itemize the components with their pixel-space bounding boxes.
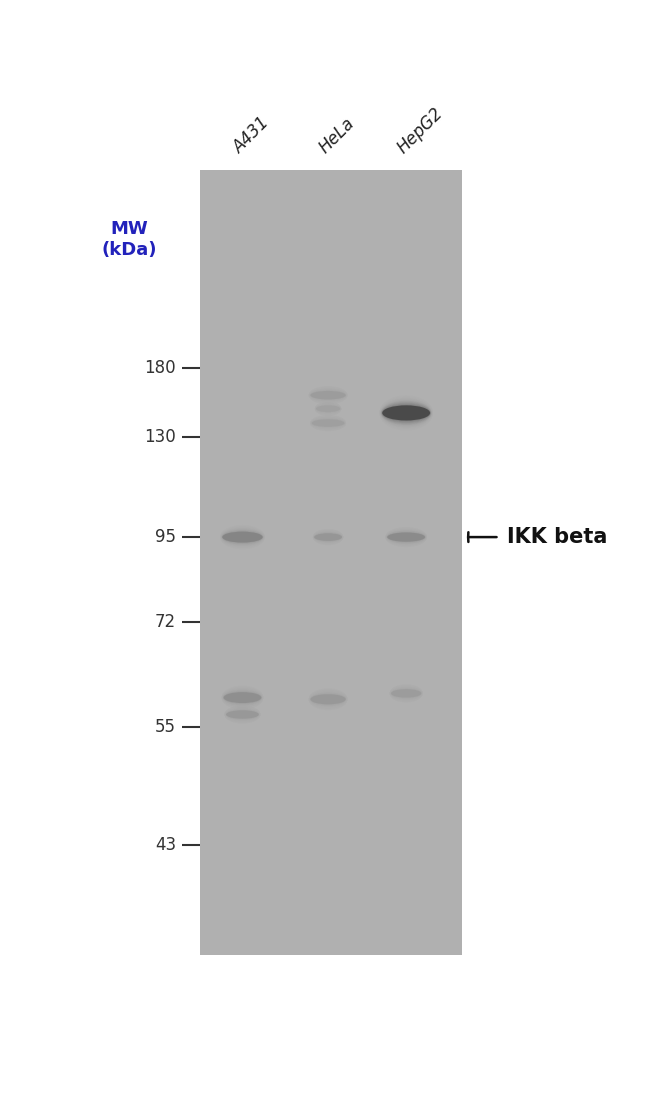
Ellipse shape bbox=[314, 532, 343, 542]
Ellipse shape bbox=[382, 403, 431, 423]
Ellipse shape bbox=[387, 532, 425, 542]
Ellipse shape bbox=[391, 689, 421, 698]
Text: IKK beta: IKK beta bbox=[507, 527, 607, 547]
Ellipse shape bbox=[221, 529, 264, 545]
Bar bbox=[200, 170, 462, 955]
Ellipse shape bbox=[311, 419, 344, 428]
Ellipse shape bbox=[314, 533, 342, 541]
Ellipse shape bbox=[222, 530, 263, 544]
Ellipse shape bbox=[311, 418, 345, 428]
Text: 95: 95 bbox=[155, 528, 176, 546]
Ellipse shape bbox=[313, 531, 343, 543]
Ellipse shape bbox=[310, 693, 346, 705]
Ellipse shape bbox=[309, 388, 346, 402]
Ellipse shape bbox=[226, 709, 259, 721]
Ellipse shape bbox=[391, 689, 421, 698]
Ellipse shape bbox=[391, 688, 422, 699]
Ellipse shape bbox=[311, 694, 346, 704]
Ellipse shape bbox=[386, 529, 426, 545]
Ellipse shape bbox=[311, 694, 346, 704]
Ellipse shape bbox=[224, 692, 261, 703]
Ellipse shape bbox=[222, 530, 263, 544]
Ellipse shape bbox=[222, 689, 263, 705]
Ellipse shape bbox=[310, 389, 346, 400]
Text: HepG2: HepG2 bbox=[393, 104, 447, 157]
Ellipse shape bbox=[390, 687, 422, 700]
Ellipse shape bbox=[223, 690, 262, 705]
Text: 130: 130 bbox=[144, 429, 176, 446]
Ellipse shape bbox=[387, 531, 426, 543]
Ellipse shape bbox=[222, 689, 263, 706]
Ellipse shape bbox=[310, 391, 346, 400]
Ellipse shape bbox=[309, 692, 346, 706]
Ellipse shape bbox=[311, 418, 345, 428]
Ellipse shape bbox=[312, 419, 344, 427]
Ellipse shape bbox=[386, 530, 426, 544]
Ellipse shape bbox=[222, 532, 263, 543]
Ellipse shape bbox=[391, 688, 422, 699]
Ellipse shape bbox=[311, 391, 346, 399]
Ellipse shape bbox=[314, 533, 342, 541]
Text: MW
(kDa): MW (kDa) bbox=[101, 220, 157, 259]
Text: 55: 55 bbox=[155, 719, 176, 736]
Ellipse shape bbox=[309, 691, 347, 708]
Ellipse shape bbox=[315, 404, 341, 414]
Ellipse shape bbox=[224, 691, 261, 704]
Ellipse shape bbox=[225, 708, 260, 722]
Ellipse shape bbox=[226, 709, 259, 721]
Ellipse shape bbox=[387, 532, 425, 542]
Text: HeLa: HeLa bbox=[315, 114, 358, 157]
Ellipse shape bbox=[312, 419, 344, 427]
Ellipse shape bbox=[311, 417, 345, 429]
Ellipse shape bbox=[386, 530, 426, 544]
Ellipse shape bbox=[226, 710, 259, 719]
Ellipse shape bbox=[222, 532, 263, 543]
Ellipse shape bbox=[223, 691, 262, 704]
Ellipse shape bbox=[314, 533, 342, 541]
Ellipse shape bbox=[380, 399, 432, 427]
Ellipse shape bbox=[311, 391, 346, 399]
Ellipse shape bbox=[382, 405, 430, 420]
Ellipse shape bbox=[221, 528, 264, 546]
Ellipse shape bbox=[391, 689, 421, 698]
Ellipse shape bbox=[226, 710, 259, 719]
Ellipse shape bbox=[222, 531, 263, 543]
Ellipse shape bbox=[316, 405, 341, 412]
Ellipse shape bbox=[316, 405, 341, 412]
Text: 43: 43 bbox=[155, 836, 176, 855]
Ellipse shape bbox=[226, 710, 259, 720]
Text: A431: A431 bbox=[229, 114, 273, 157]
Ellipse shape bbox=[387, 532, 425, 542]
Ellipse shape bbox=[382, 404, 431, 422]
Ellipse shape bbox=[381, 402, 432, 425]
Ellipse shape bbox=[310, 693, 346, 705]
Ellipse shape bbox=[316, 405, 340, 412]
Ellipse shape bbox=[310, 389, 346, 402]
Ellipse shape bbox=[380, 398, 432, 427]
Ellipse shape bbox=[387, 531, 426, 543]
Ellipse shape bbox=[310, 692, 346, 706]
Ellipse shape bbox=[316, 405, 340, 412]
Ellipse shape bbox=[381, 400, 432, 426]
Ellipse shape bbox=[382, 405, 430, 420]
Ellipse shape bbox=[382, 405, 430, 421]
Ellipse shape bbox=[221, 528, 264, 546]
Text: 180: 180 bbox=[144, 359, 176, 377]
Ellipse shape bbox=[226, 709, 259, 720]
Text: 72: 72 bbox=[155, 612, 176, 631]
Ellipse shape bbox=[224, 692, 261, 703]
Ellipse shape bbox=[313, 531, 343, 543]
Ellipse shape bbox=[314, 532, 343, 542]
